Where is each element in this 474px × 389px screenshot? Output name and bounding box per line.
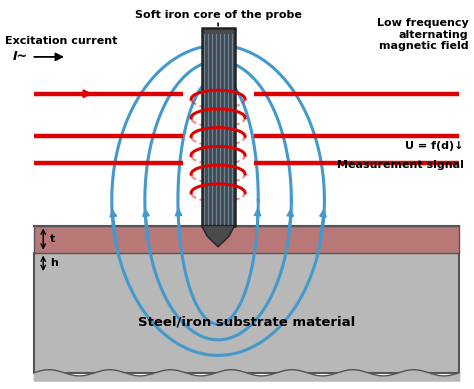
Text: Low frequency
alternating
magnetic field: Low frequency alternating magnetic field [377, 18, 469, 51]
Text: I~: I~ [12, 51, 27, 63]
Text: Steel/iron substrate material: Steel/iron substrate material [138, 316, 355, 329]
Text: Soft iron core of the probe: Soft iron core of the probe [135, 11, 301, 26]
FancyBboxPatch shape [34, 226, 459, 252]
Text: Excitation current: Excitation current [5, 37, 118, 46]
Text: h: h [50, 258, 58, 268]
Text: U = f(d)↓: U = f(d)↓ [405, 141, 464, 151]
FancyBboxPatch shape [34, 252, 459, 373]
Polygon shape [201, 226, 235, 247]
Text: Measurement signal: Measurement signal [337, 160, 464, 170]
FancyBboxPatch shape [201, 28, 235, 226]
Text: t: t [50, 234, 55, 244]
